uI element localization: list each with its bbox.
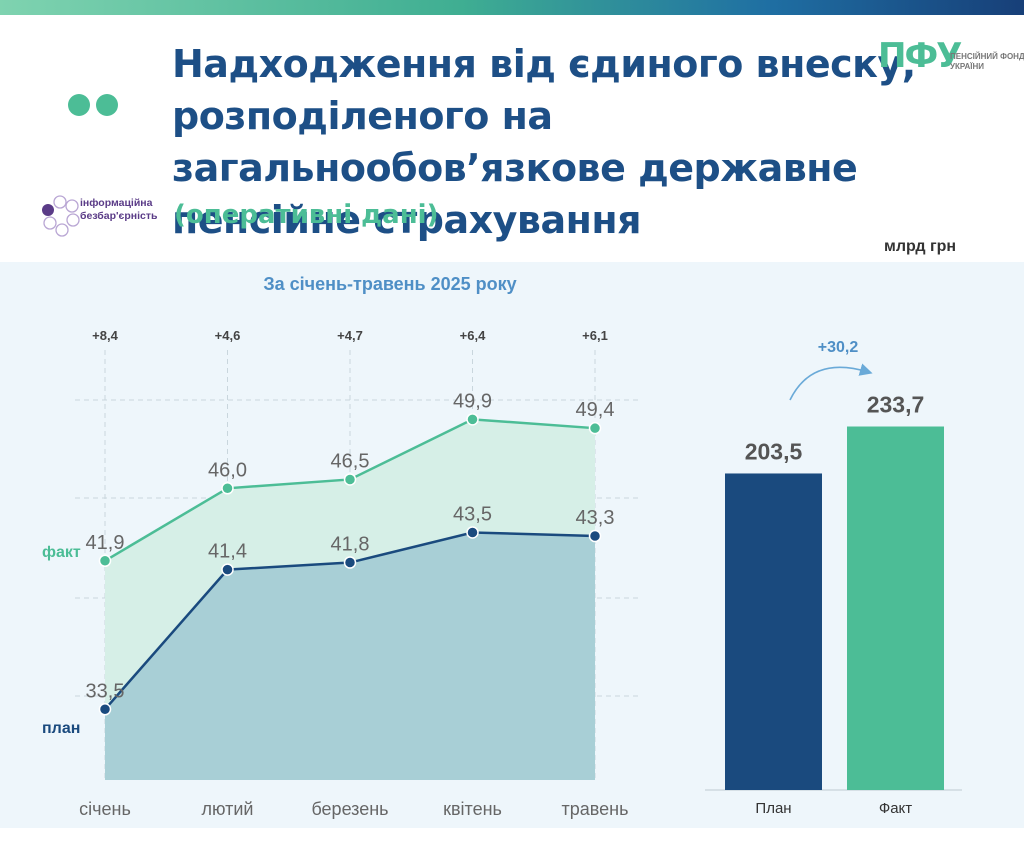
bar-category-label: Факт — [879, 800, 912, 817]
fact-value-label: 49,4 — [576, 399, 615, 421]
bar-value-label: 233,7 — [867, 392, 925, 418]
difference-label: +8,4 — [92, 328, 118, 343]
fact-value-label: 46,0 — [208, 459, 247, 481]
plan-point — [588, 529, 602, 543]
fact-value-label: 49,9 — [453, 390, 492, 412]
plan-area — [105, 532, 595, 780]
fact-point — [221, 482, 234, 495]
pfu-logo-text: ПЕНСІЙНИЙ ФОНД УКРАЇНИ — [950, 52, 1024, 71]
fact-point — [588, 421, 602, 435]
fact-point — [98, 554, 112, 568]
difference-label: +6,4 — [460, 328, 486, 343]
difference-label: +4,7 — [337, 328, 363, 343]
decorative-dots — [68, 94, 124, 121]
accessibility-label: інформаційна безбар'єрність — [80, 197, 158, 222]
difference-label: +4,6 — [215, 328, 241, 343]
plan-value-label: 41,4 — [208, 541, 247, 563]
plan-point — [343, 556, 357, 569]
category-label: березень — [311, 799, 388, 819]
series-label-fact: факт — [42, 544, 81, 561]
category-label: квітень — [443, 799, 502, 819]
plan-value-label: 43,3 — [576, 507, 615, 529]
bar — [725, 473, 822, 790]
page-subtitle: (оперативні дані) — [174, 200, 439, 230]
category-label: січень — [79, 799, 131, 819]
dot-icon — [96, 94, 118, 116]
accessibility-circles-icon — [42, 195, 80, 237]
category-label: лютий — [202, 799, 254, 819]
page-title: Надходження від єдиного внеску, розподіл… — [172, 42, 916, 242]
difference-label: +6,1 — [582, 328, 608, 343]
fact-value-label: 46,5 — [331, 450, 370, 472]
pfu-logo-mark: ПФУ — [878, 36, 962, 76]
series-label-plan: план — [42, 720, 80, 737]
fact-point — [466, 413, 479, 426]
dot-icon — [68, 94, 90, 116]
category-label: травень — [562, 799, 629, 819]
bar-difference-label: +30,2 — [818, 339, 859, 356]
bar-value-label: 203,5 — [745, 438, 803, 464]
plan-point — [98, 703, 112, 716]
difference-arrow-icon — [789, 363, 873, 401]
accessibility-logo: інформаційна безбар'єрність — [40, 194, 157, 243]
top-gradient-bar — [0, 0, 1024, 15]
plan-point — [466, 526, 479, 539]
chart-period-title: За січень-травень 2025 року — [263, 274, 517, 294]
plan-value-label: 43,5 — [453, 503, 492, 525]
bar — [847, 426, 944, 790]
unit-label: млрд грн — [884, 238, 957, 255]
plan-point — [221, 563, 234, 576]
plan-value-label: 33,5 — [86, 680, 125, 702]
bar-category-label: План — [755, 800, 791, 817]
plan-value-label: 41,8 — [331, 534, 370, 556]
fact-value-label: 41,9 — [86, 532, 125, 554]
fact-point — [343, 473, 357, 486]
